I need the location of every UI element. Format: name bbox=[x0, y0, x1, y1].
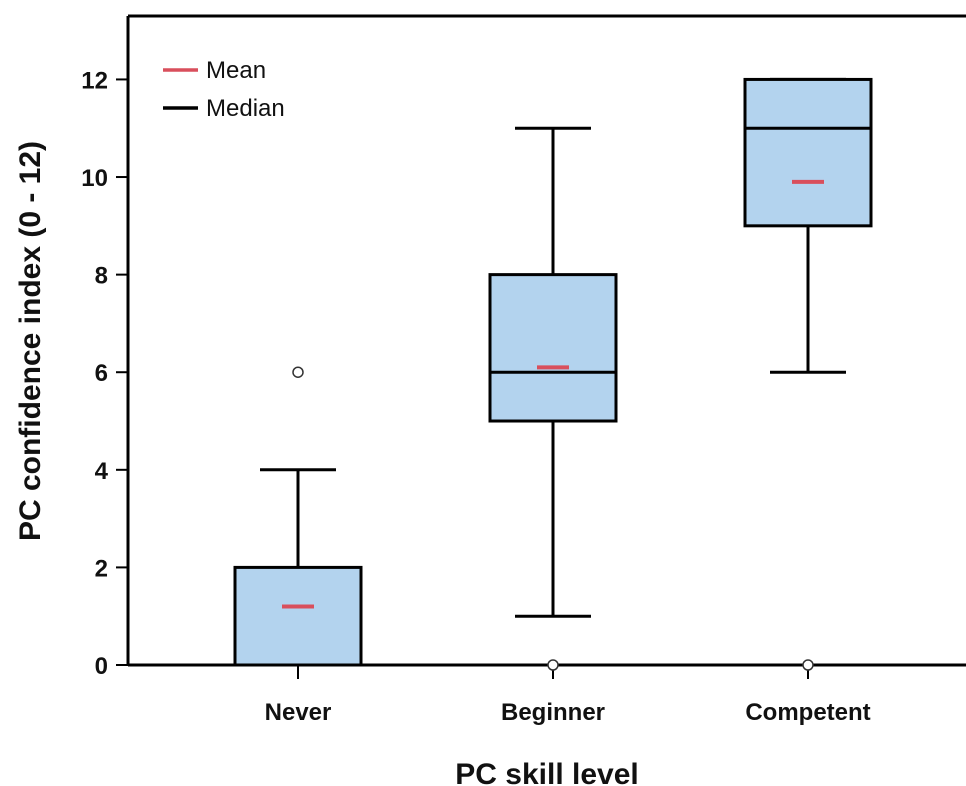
outlier-point bbox=[802, 659, 814, 671]
x-tick-label: Never bbox=[265, 699, 332, 726]
y-tick-label: 10 bbox=[81, 165, 108, 192]
x-tick-label: Competent bbox=[745, 699, 870, 726]
y-tick-label: 8 bbox=[95, 263, 108, 290]
x-axis-ticks: Never Beginner Competent bbox=[265, 665, 871, 726]
box-competent bbox=[743, 77, 873, 671]
x-tick-label: Beginner bbox=[501, 699, 605, 726]
legend: Mean Median bbox=[163, 57, 285, 122]
iqr-box bbox=[743, 77, 873, 228]
legend-label-mean: Mean bbox=[206, 57, 266, 84]
legend-label-median: Median bbox=[206, 95, 285, 122]
outlier-point bbox=[547, 659, 559, 671]
box-never bbox=[233, 366, 363, 667]
iqr-box bbox=[488, 273, 618, 423]
y-tick-label: 6 bbox=[95, 360, 108, 387]
x-axis-title: PC skill level bbox=[455, 758, 638, 786]
y-tick-label: 12 bbox=[81, 67, 108, 94]
box-beginner bbox=[488, 126, 618, 671]
boxes bbox=[233, 77, 873, 671]
y-tick-label: 4 bbox=[95, 458, 109, 485]
iqr-box bbox=[233, 565, 363, 667]
y-axis-title: PC confidence index (0 - 12) bbox=[14, 141, 47, 541]
outlier-point bbox=[292, 366, 304, 378]
y-axis-ticks: 0 2 4 6 8 10 12 bbox=[81, 67, 128, 680]
y-tick-label: 0 bbox=[95, 653, 108, 680]
y-tick-label: 2 bbox=[95, 555, 108, 582]
